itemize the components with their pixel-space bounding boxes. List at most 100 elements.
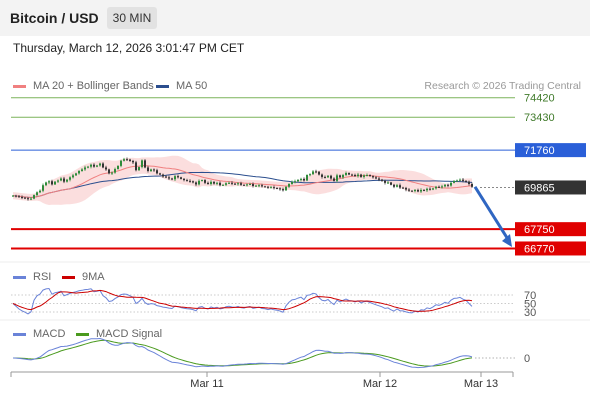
- candle-body: [198, 180, 200, 185]
- candle-body: [285, 186, 287, 191]
- candle-body: [306, 174, 308, 181]
- candle-body: [417, 189, 419, 192]
- legend-ma20: MA 20 + Bollinger Bands: [13, 80, 154, 92]
- candle-body: [147, 167, 149, 172]
- candle-body: [246, 184, 248, 186]
- timeframe-button[interactable]: 30 MIN: [107, 7, 157, 29]
- candle-body: [294, 181, 296, 183]
- candle-body: [135, 162, 137, 171]
- candle-body: [210, 181, 212, 185]
- legend-ma20-label: MA 20 + Bollinger Bands: [33, 80, 154, 92]
- candle-body: [69, 177, 71, 180]
- candle-body: [87, 166, 89, 168]
- candle-body: [414, 189, 416, 192]
- candle-body: [216, 182, 218, 184]
- candle-body: [396, 185, 398, 187]
- candle-body: [393, 184, 395, 187]
- candle-body: [21, 197, 23, 199]
- candle-body: [195, 182, 197, 185]
- candle-body: [360, 174, 362, 177]
- level-label-67750: 67750: [524, 224, 555, 236]
- candle-body: [132, 160, 134, 163]
- candle-body: [348, 172, 350, 175]
- candle-body: [435, 186, 437, 189]
- candle-body: [207, 182, 209, 185]
- rsi-line: [12, 287, 473, 315]
- level-tag-71760: [515, 143, 586, 158]
- legend-macd-label: MACD: [33, 328, 66, 340]
- candle-body: [252, 184, 254, 186]
- candle-body: [456, 180, 458, 182]
- candle-body: [228, 182, 230, 184]
- candle-body: [318, 171, 320, 175]
- legend-macd-signal-swatch: [76, 332, 89, 336]
- candle-body: [384, 180, 386, 183]
- legend-macd-signal: MACD Signal: [76, 328, 162, 340]
- candle-body: [372, 176, 374, 178]
- candle-body: [441, 186, 443, 188]
- candle-body: [333, 178, 335, 181]
- candle-body: [66, 179, 68, 182]
- research-credit: Research © 2026 Trading Central: [424, 80, 581, 92]
- candle-body: [258, 185, 260, 187]
- candle-body: [321, 174, 323, 177]
- candle-body: [120, 160, 122, 166]
- forecast-arrow-shaft: [473, 185, 511, 242]
- candle-body: [447, 184, 449, 186]
- candle-body: [48, 181, 50, 183]
- candle-body: [72, 175, 74, 178]
- candle-body: [201, 180, 203, 182]
- candle-body: [300, 178, 302, 180]
- legend-rsi-ma-swatch: [62, 275, 75, 279]
- candle-body: [117, 165, 119, 170]
- legend-macd-swatch: [13, 332, 26, 336]
- candle-body: [177, 176, 179, 178]
- candle-body: [78, 171, 80, 174]
- candle-body: [408, 189, 410, 191]
- candle-body: [84, 167, 86, 170]
- candle-body: [234, 183, 236, 185]
- candle-body: [378, 178, 380, 180]
- candle-body: [450, 182, 452, 186]
- level-label-66770: 66770: [524, 243, 555, 255]
- level-label-71760: 71760: [524, 145, 555, 157]
- candle-body: [432, 188, 434, 190]
- candle-body: [288, 184, 290, 187]
- candle-body: [24, 197, 26, 199]
- level-label-69865: 69865: [524, 182, 555, 194]
- candle-body: [303, 178, 305, 181]
- forecast-arrowhead: [502, 234, 512, 247]
- candle-body: [459, 179, 461, 181]
- candle-body: [54, 181, 56, 185]
- candle-body: [186, 180, 188, 182]
- candle-body: [144, 160, 146, 168]
- candle-body: [282, 189, 284, 191]
- candle-body: [273, 187, 275, 189]
- candle-body: [315, 171, 317, 173]
- candle-body: [27, 198, 29, 200]
- candle-body: [159, 173, 161, 175]
- candle-body: [123, 159, 125, 161]
- candle-body: [423, 189, 425, 191]
- legend-rsi: RSI: [13, 271, 51, 283]
- legend-ma50: MA 50: [156, 80, 207, 92]
- legend-ma20-swatch: [13, 84, 26, 88]
- level-label-74420: 74420: [524, 93, 555, 105]
- candle-body: [60, 178, 62, 181]
- candle-body: [462, 179, 464, 181]
- candle-body: [369, 174, 371, 177]
- candle-body: [465, 180, 467, 182]
- candle-body: [150, 169, 152, 172]
- candle-body: [192, 181, 194, 183]
- macd-line: [12, 337, 473, 369]
- rsi-tick-50: 50: [524, 299, 536, 311]
- candle-body: [183, 178, 185, 181]
- candle-body: [261, 185, 263, 187]
- candle-body: [402, 187, 404, 189]
- candle-body: [453, 180, 455, 183]
- legend-macd: MACD: [13, 328, 65, 340]
- candle-body: [30, 198, 32, 200]
- candle-body: [324, 176, 326, 178]
- legend-macd-signal-label: MACD Signal: [96, 328, 163, 340]
